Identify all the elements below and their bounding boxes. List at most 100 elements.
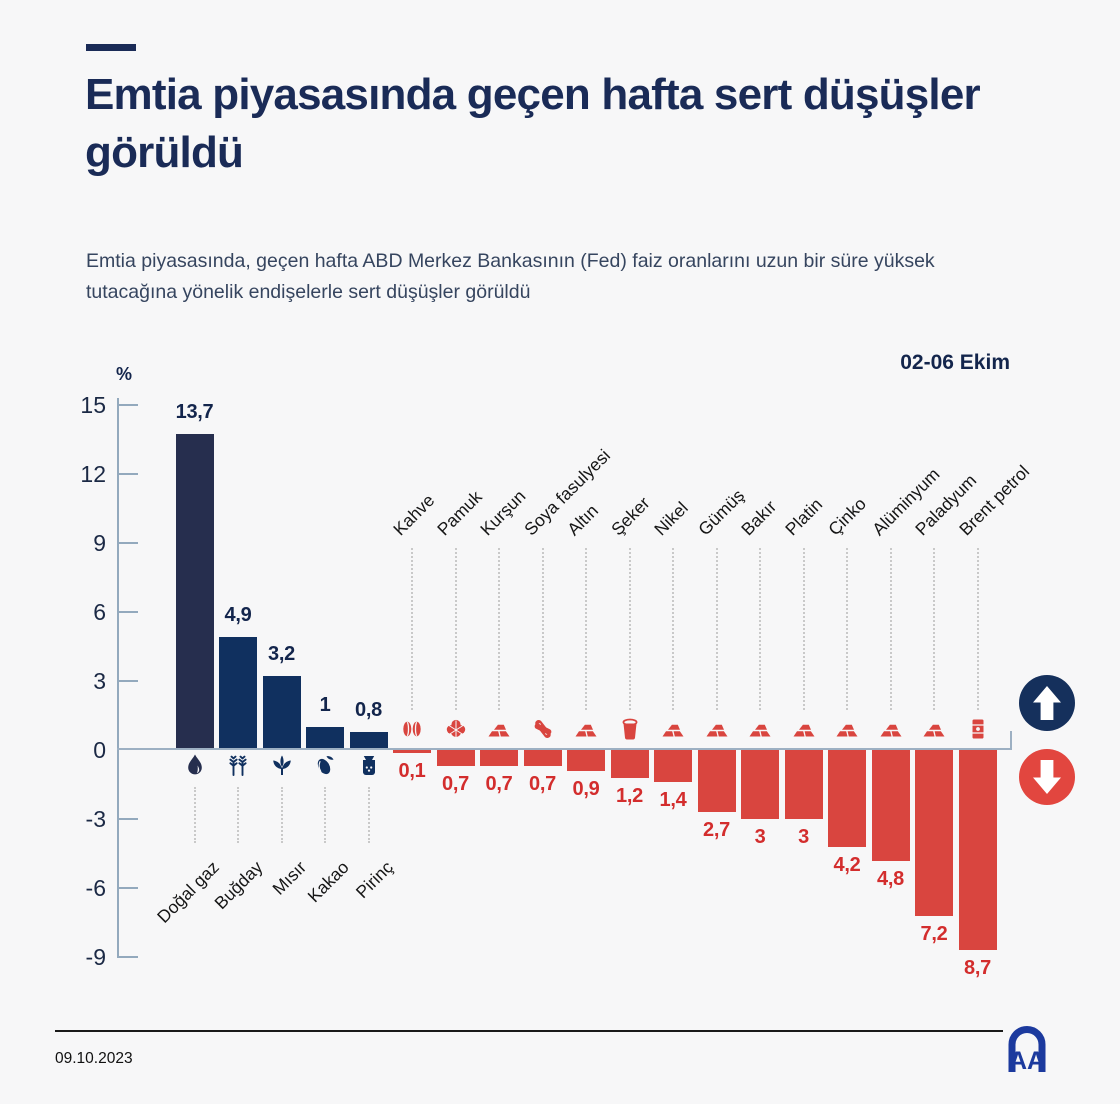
ingots-icon (922, 717, 946, 741)
leader-line (237, 787, 239, 843)
ingots-icon (748, 717, 772, 741)
bar-label-gumus: Gümüş (693, 485, 748, 540)
bar-value-nikel: 1,4 (659, 789, 687, 812)
y-axis-unit-label: % (115, 364, 132, 384)
rice-sack-icon (357, 753, 381, 777)
axis-tick (117, 956, 138, 959)
cotton-icon (444, 717, 468, 741)
title-accent-dash (86, 44, 136, 51)
bar-label-seker: Şeker (606, 492, 654, 540)
leader-line (541, 548, 544, 710)
axis-tick-label: -3 (85, 806, 106, 833)
leader-line (759, 548, 761, 710)
coffee-beans-icon (400, 717, 424, 741)
bar-value-soya-fasulyesi: 0,7 (529, 773, 556, 796)
bar-aluminyum (871, 750, 910, 861)
bar-value-kursun: 0,7 (485, 773, 513, 796)
bar-nikel (654, 750, 692, 783)
bar-value-platin: 3 (798, 826, 809, 849)
bar-value-pirinc: 0,8 (355, 698, 382, 721)
ingots-icon (879, 717, 903, 741)
footer-date: 09.10.2023 (55, 1050, 133, 1067)
bar-platin (784, 750, 823, 820)
axis-tick (117, 887, 138, 890)
aa-agency-logo: AA (1004, 1022, 1050, 1072)
axis-tick (117, 679, 138, 682)
leader-line (454, 548, 457, 710)
bar-value-aluminyum: 4,8 (877, 867, 904, 890)
bar-value-kahve: 0,1 (398, 760, 426, 782)
axis-tick-label: 9 (93, 529, 106, 556)
leader-line (802, 548, 805, 710)
soybean-icon (531, 717, 555, 741)
bar-seker (610, 750, 649, 778)
ingots-icon (705, 717, 729, 741)
footer-divider (55, 1030, 1003, 1032)
bar-label-dogal-gaz: Doğal gaz (152, 857, 223, 927)
zero-baseline (117, 748, 1012, 750)
leader-line (367, 787, 370, 843)
leader-line (324, 787, 326, 843)
axis-tick-label: 0 (93, 737, 106, 763)
bar-value-seker: 1,2 (616, 784, 643, 807)
bar-paladyum (915, 750, 953, 916)
axis-tick-label: -6 (85, 875, 106, 902)
bar-alt-n (567, 750, 605, 771)
bar-value-brent-petrol: 8,7 (964, 957, 991, 980)
axis-tick-label: 15 (80, 391, 106, 418)
bar-kursun (480, 750, 518, 767)
axis-tick (117, 610, 138, 613)
bar-label-kahve: Kahve (389, 490, 439, 540)
bar-value-dogal-gaz: 13,7 (175, 401, 214, 424)
bar-value-pamuk: 0,7 (442, 773, 469, 796)
axis-tick-label: -9 (85, 944, 106, 971)
ingots-icon (487, 717, 511, 741)
ingots-icon (792, 717, 816, 741)
leader-line (628, 548, 631, 710)
ingots-icon (574, 717, 598, 741)
axis-tick-label: 3 (93, 667, 106, 694)
bar-cinko (828, 750, 866, 847)
bar-label-bugday: Buğday (210, 857, 267, 914)
up-arrow-icon (1019, 675, 1075, 731)
oil-barrel-icon (966, 717, 990, 741)
bar-label-kursun: Kurşun (476, 485, 530, 540)
bar-label-alt-n: Altın (563, 500, 603, 540)
bar-value-paladyum: 7,2 (920, 922, 948, 945)
page-title: Emtia piyasasında geçen hafta sert düşüş… (85, 70, 981, 177)
bar-dogal-gaz (175, 434, 214, 750)
period-label: 02-06 Ekim (900, 351, 1010, 374)
bar-label-pamuk: Pamuk (432, 486, 486, 540)
bar-m-s-r (262, 676, 301, 750)
bar-bugday (219, 637, 257, 750)
bar-pirinc (349, 731, 388, 750)
leader-line (585, 548, 587, 710)
corn-icon (270, 753, 294, 777)
bar-label-platin: Platin (780, 494, 826, 540)
down-arrow-icon (1019, 749, 1075, 805)
axis-tick (117, 472, 138, 475)
bar-kakao (306, 726, 344, 750)
page-subtitle: Emtia piyasasında, geçen hafta ABD Merke… (86, 250, 935, 303)
axis-tick-label: 6 (93, 598, 106, 625)
bar-brent-petrol (958, 750, 997, 951)
sugar-icon (618, 717, 642, 741)
bar-pamuk (436, 750, 475, 767)
leader-line (933, 548, 935, 710)
wheat-icon (226, 753, 250, 777)
leader-line (889, 548, 892, 710)
cacao-icon (313, 753, 337, 777)
y-axis-line (117, 398, 119, 958)
leader-line (411, 548, 413, 710)
axis-tick (117, 403, 138, 406)
bar-kahve (393, 750, 431, 753)
leader-line (976, 548, 979, 710)
leader-line (715, 548, 718, 710)
leader-line (846, 548, 848, 710)
leader-line (672, 548, 674, 710)
flame-icon (183, 753, 207, 777)
bar-value-bugday: 4,9 (224, 604, 252, 627)
bar-value-cinko: 4,2 (833, 853, 861, 876)
axis-tick (117, 541, 138, 544)
